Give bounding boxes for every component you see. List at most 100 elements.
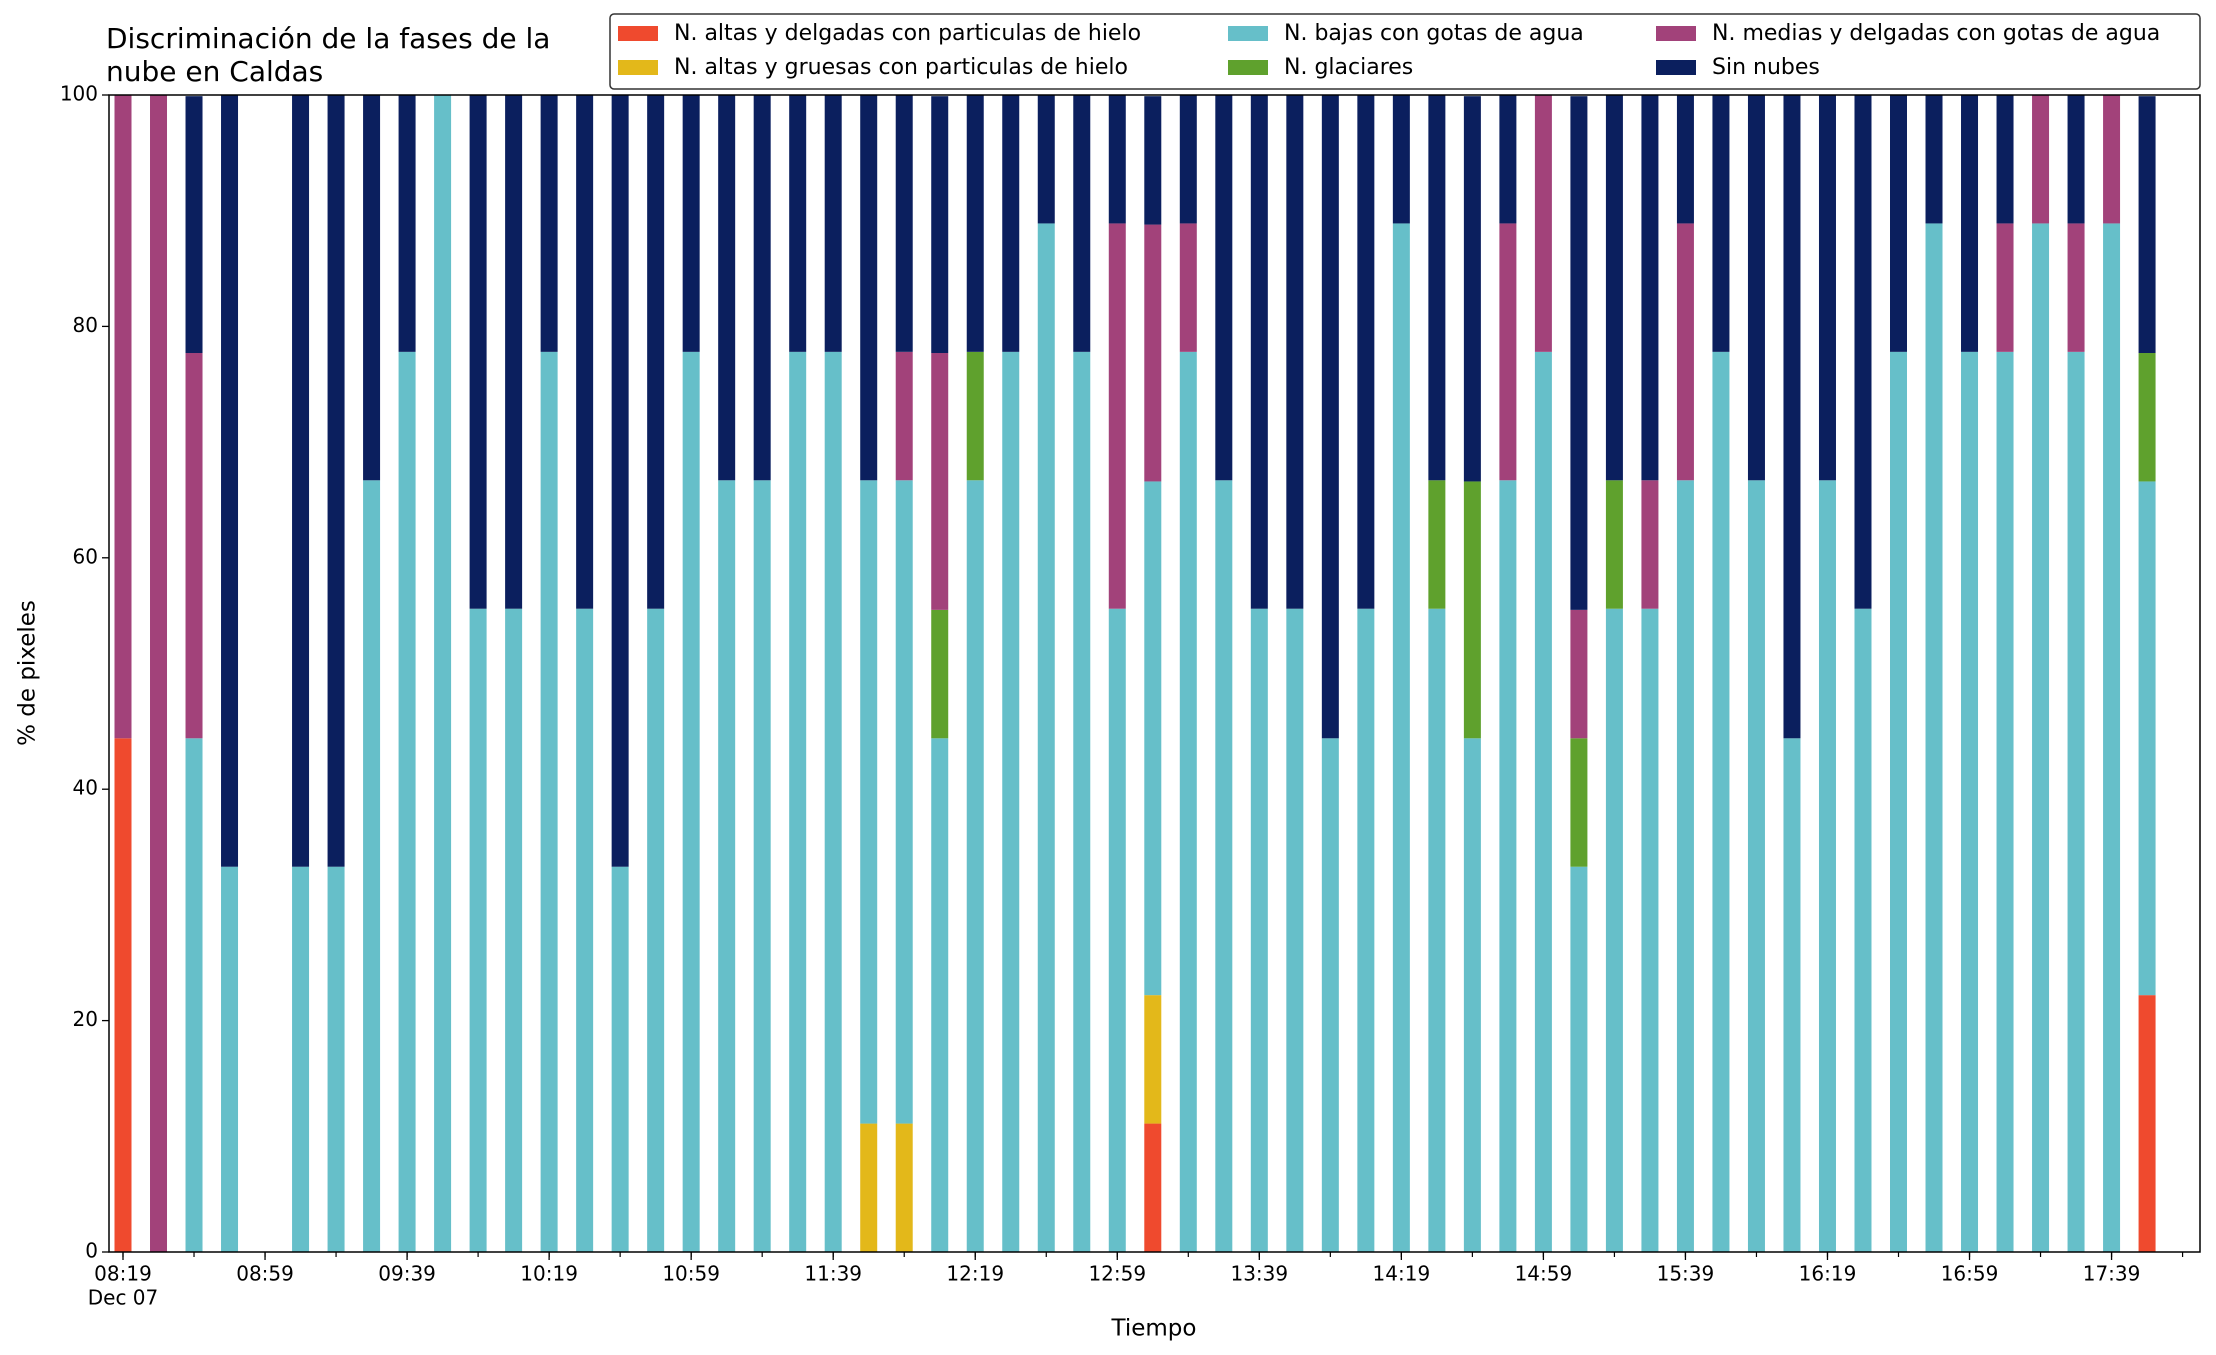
bar-segment bbox=[1499, 223, 1517, 481]
bar-segment bbox=[753, 480, 771, 1252]
bar-segment bbox=[1108, 608, 1126, 1252]
bar-segment bbox=[2032, 223, 2050, 1252]
y-tick-label: 80 bbox=[73, 313, 98, 337]
x-tick-label: 11:39 bbox=[804, 1262, 862, 1286]
legend-label: N. glaciares bbox=[1284, 55, 1413, 80]
legend-label: Sin nubes bbox=[1712, 55, 1820, 80]
x-axis-label: Tiempo bbox=[1111, 1316, 1197, 1342]
bar-segment bbox=[1570, 738, 1588, 867]
x-tick-label: 12:59 bbox=[1088, 1262, 1146, 1286]
bar-segment bbox=[1570, 96, 1588, 610]
bar-segment bbox=[718, 480, 736, 1252]
bar-segment bbox=[1428, 95, 1446, 481]
legend-swatch bbox=[1656, 60, 1696, 75]
bar-segment bbox=[2138, 353, 2156, 482]
bar-segment bbox=[611, 866, 629, 1252]
bar-segment bbox=[1357, 608, 1375, 1252]
bar-segment bbox=[611, 95, 629, 867]
bar-segment bbox=[1996, 351, 2014, 1252]
x-date-label: Dec 07 bbox=[88, 1286, 159, 1310]
bar-segment bbox=[1605, 480, 1623, 609]
x-tick-label: 10:59 bbox=[662, 1262, 720, 1286]
bar-segment bbox=[1037, 95, 1055, 224]
x-tick-label: 15:39 bbox=[1657, 1262, 1715, 1286]
bar-segment bbox=[1463, 96, 1481, 482]
bar-segment bbox=[789, 95, 807, 352]
bar-segment bbox=[2032, 95, 2050, 224]
bar-segment bbox=[576, 95, 594, 609]
bar-segment bbox=[1002, 351, 1020, 1252]
bar-segment bbox=[682, 351, 700, 1252]
bar-segment bbox=[1144, 1123, 1162, 1252]
bar-segment bbox=[895, 351, 913, 481]
bar-segment bbox=[647, 608, 665, 1252]
bar-segment bbox=[1179, 95, 1197, 224]
x-tick-label: 08:59 bbox=[236, 1262, 294, 1286]
bar-segment bbox=[682, 95, 700, 352]
bar-segment bbox=[1605, 608, 1623, 1252]
bar-segment bbox=[1747, 480, 1765, 1252]
x-tick-label: 13:39 bbox=[1230, 1262, 1288, 1286]
bar-segment bbox=[860, 480, 878, 1124]
bar-segment bbox=[1037, 223, 1055, 1252]
bar-segment bbox=[1818, 95, 1836, 481]
bar-segment bbox=[1854, 608, 1872, 1252]
bar-segment bbox=[2067, 351, 2085, 1252]
bar-segment bbox=[1499, 480, 1517, 1252]
bar-segment bbox=[1676, 95, 1694, 224]
bar-segment bbox=[1641, 480, 1659, 609]
bar-segment bbox=[1144, 481, 1162, 996]
bar-segment bbox=[1179, 223, 1197, 352]
bar-segment bbox=[1747, 95, 1765, 481]
bar-segment bbox=[434, 95, 452, 1252]
bar-segment bbox=[824, 95, 842, 352]
bar-segment bbox=[1534, 351, 1552, 1252]
bar-segment bbox=[931, 738, 949, 1252]
bar-segment bbox=[363, 95, 381, 481]
bar-segment bbox=[2138, 96, 2156, 354]
bar-segment bbox=[1499, 95, 1517, 224]
bar-segment bbox=[1321, 738, 1339, 1252]
bar-segment bbox=[1463, 481, 1481, 739]
x-tick-label: 16:19 bbox=[1799, 1262, 1857, 1286]
bar-segment bbox=[398, 351, 416, 1252]
y-axis-label: % de pixeles bbox=[15, 600, 41, 746]
bar-segment bbox=[1818, 480, 1836, 1252]
bar-segment bbox=[1641, 608, 1659, 1252]
y-tick-label: 60 bbox=[73, 544, 98, 568]
bar-segment bbox=[966, 351, 984, 481]
legend-swatch bbox=[1228, 60, 1268, 75]
legend-label: N. bajas con gotas de agua bbox=[1284, 21, 1584, 46]
legend-label: N. altas y gruesas con particulas de hie… bbox=[674, 55, 1128, 80]
x-tick-label: 08:19 bbox=[94, 1262, 152, 1286]
bar-segment bbox=[647, 95, 665, 609]
bar-segment bbox=[1286, 608, 1304, 1252]
bar-segment bbox=[1463, 738, 1481, 1252]
bar-segment bbox=[1676, 223, 1694, 481]
bar-segment bbox=[1854, 95, 1872, 609]
y-tick-label: 20 bbox=[73, 1007, 98, 1031]
bar-segment bbox=[1925, 95, 1943, 224]
bar-segment bbox=[824, 351, 842, 1252]
bar-segment bbox=[540, 95, 558, 352]
bar-segment bbox=[2067, 223, 2085, 352]
bar-segment bbox=[1676, 480, 1694, 1252]
bar-segment bbox=[789, 351, 807, 1252]
bar-segment bbox=[1605, 95, 1623, 481]
legend-swatch bbox=[618, 26, 658, 41]
bar-segment bbox=[1570, 866, 1588, 1252]
x-tick-label: 17:39 bbox=[2083, 1262, 2141, 1286]
bar-segment bbox=[1428, 608, 1446, 1252]
bar-segment bbox=[1712, 351, 1730, 1252]
legend-box bbox=[609, 13, 2201, 90]
bar-segment bbox=[1890, 351, 1907, 1252]
bar-segment bbox=[860, 95, 878, 481]
bar-segment bbox=[2103, 223, 2121, 1252]
chart-title: Discriminación de la fases de la bbox=[106, 22, 550, 55]
bar-segment bbox=[718, 95, 736, 481]
bar-segment bbox=[1286, 95, 1304, 609]
bar-segment bbox=[327, 866, 345, 1252]
bar-segment bbox=[753, 95, 771, 481]
bar-segment bbox=[1392, 95, 1410, 224]
